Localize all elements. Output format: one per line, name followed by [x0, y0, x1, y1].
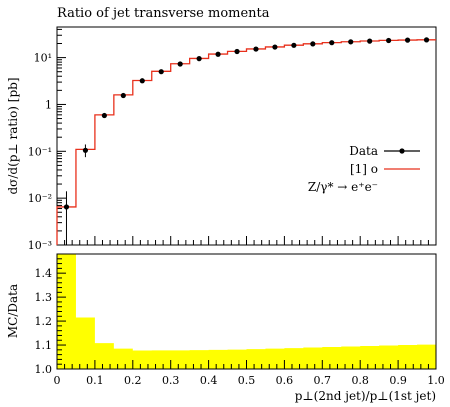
x-tick-label: 0	[54, 374, 61, 387]
data-point	[367, 38, 373, 44]
legend: Data [1] o Z/γ* → e⁺e⁻	[308, 144, 420, 194]
legend-mc-label: [1] o	[350, 162, 378, 176]
main-y-tick-labels: 10⁻³ 10⁻² 10⁻¹ 1 10¹	[28, 52, 52, 252]
x-tick-label: 1.0	[427, 374, 445, 387]
data-point	[177, 61, 183, 67]
legend-process-label: Z/γ* → e⁺e⁻	[308, 180, 378, 194]
x-axis-label: p⊥(2nd jet)/p⊥(1st jet)	[295, 389, 436, 403]
data-point	[234, 48, 240, 55]
data-point	[139, 78, 145, 84]
ratio-y-tick-labels: 1.0 1.1 1.2 1.3 1.4	[35, 267, 53, 376]
legend-data-label: Data	[349, 144, 378, 158]
ratio-y-tick-label: 1.0	[35, 363, 53, 376]
main-y-tick-label: 1	[45, 98, 52, 111]
main-y-tick-label: 10⁻³	[28, 239, 52, 252]
data-point	[82, 147, 89, 153]
data-point	[158, 69, 164, 75]
ratio-y-axis-label: MC/Data	[6, 284, 20, 338]
x-tick-label: 0.5	[238, 374, 256, 387]
ratio-band	[57, 254, 436, 369]
main-y-axis-label: dσ/d(p⊥ ratio) [pb]	[6, 77, 20, 194]
x-tick-labels: 0 0.1 0.2 0.3 0.4 0.5 0.6 0.7 0.8 0.9 1.0	[54, 374, 445, 387]
x-tick-label: 0.7	[314, 374, 332, 387]
x-tick-label: 0.6	[276, 374, 294, 387]
data-point	[386, 37, 392, 44]
data-point	[423, 37, 430, 43]
x-tick-label: 0.4	[200, 374, 218, 387]
data-points	[63, 37, 430, 245]
data-point	[348, 39, 354, 45]
data-point	[196, 56, 202, 62]
data-point	[404, 37, 411, 43]
x-tick-label: 0.2	[124, 374, 142, 387]
ratio-x-ticks	[56, 360, 437, 369]
data-point	[272, 44, 278, 50]
chart-title: Ratio of jet transverse momenta	[57, 6, 270, 21]
ratio-y-ticks	[57, 253, 66, 370]
main-y-ticks	[57, 28, 66, 246]
main-y-tick-label: 10¹	[34, 52, 52, 65]
ratio-y-tick-label: 1.3	[35, 291, 53, 304]
main-y-tick-label: 10⁻¹	[28, 145, 52, 158]
legend-data-marker	[399, 148, 405, 154]
x-tick-label: 0.1	[86, 374, 104, 387]
x-tick-label: 0.8	[351, 374, 369, 387]
data-point	[329, 40, 335, 46]
ratio-y-tick-label: 1.2	[35, 315, 53, 328]
data-point	[310, 41, 316, 47]
data-point	[63, 204, 70, 210]
main-y-tick-label: 10⁻²	[28, 192, 52, 205]
ratio-panel: 1.0 1.1 1.2 1.3 1.4 0 0.1 0.2 0.3 0.4 0.5 0.6 0.7 0.…	[6, 253, 445, 403]
mc-histogram-line	[56, 39, 436, 245]
ratio-y-tick-label: 1.1	[35, 339, 53, 352]
ratio-y-tick-label: 1.4	[35, 267, 53, 280]
data-point	[291, 42, 297, 48]
data-point	[120, 92, 126, 99]
data-point	[215, 51, 221, 57]
x-tick-label: 0.3	[162, 374, 180, 387]
main-panel-frame	[56, 26, 437, 246]
x-tick-label: 0.9	[389, 374, 407, 387]
data-point	[101, 112, 107, 119]
main-x-ticks	[56, 236, 437, 245]
data-point	[253, 46, 259, 52]
